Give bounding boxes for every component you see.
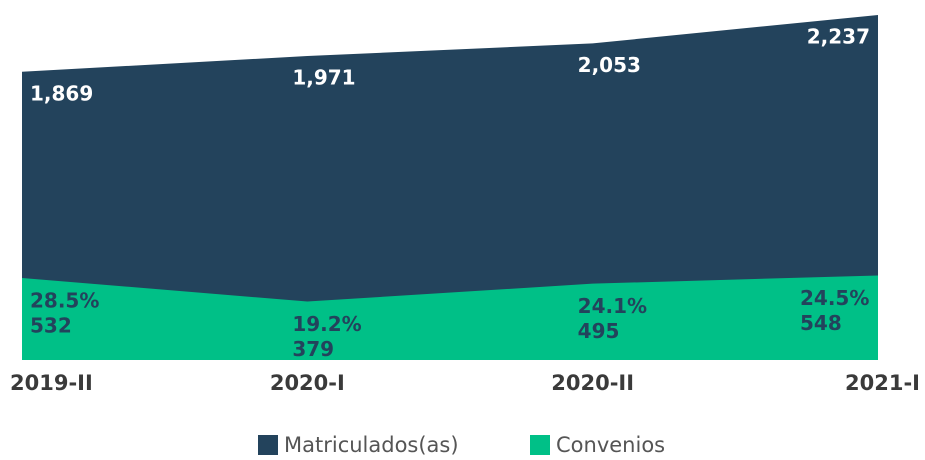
x-tick-label: 2020-II xyxy=(551,371,634,395)
legend-label: Convenios xyxy=(556,433,665,457)
legend-swatch xyxy=(530,435,550,455)
area xyxy=(22,275,878,360)
legend-swatch xyxy=(258,435,278,455)
value-label: 2,053 xyxy=(578,53,641,77)
share-label: 24.1% xyxy=(578,294,647,318)
value-label: 548 xyxy=(800,311,842,335)
share-label: 24.5% xyxy=(800,286,869,310)
share-label: 19.2% xyxy=(292,312,361,336)
area xyxy=(22,15,878,360)
value-label: 495 xyxy=(578,319,620,343)
x-tick-label: 2021-I xyxy=(845,371,920,395)
legend-label: Matriculados(as) xyxy=(284,433,459,457)
share-label: 28.5% xyxy=(30,288,99,312)
value-label: 2,237 xyxy=(807,25,870,49)
x-tick-label: 2019-II xyxy=(10,371,93,395)
value-label: 532 xyxy=(30,313,72,337)
value-label: 1,971 xyxy=(292,66,355,90)
value-label: 379 xyxy=(292,337,334,361)
x-tick-label: 2020-I xyxy=(270,371,345,395)
value-label: 1,869 xyxy=(30,81,93,105)
